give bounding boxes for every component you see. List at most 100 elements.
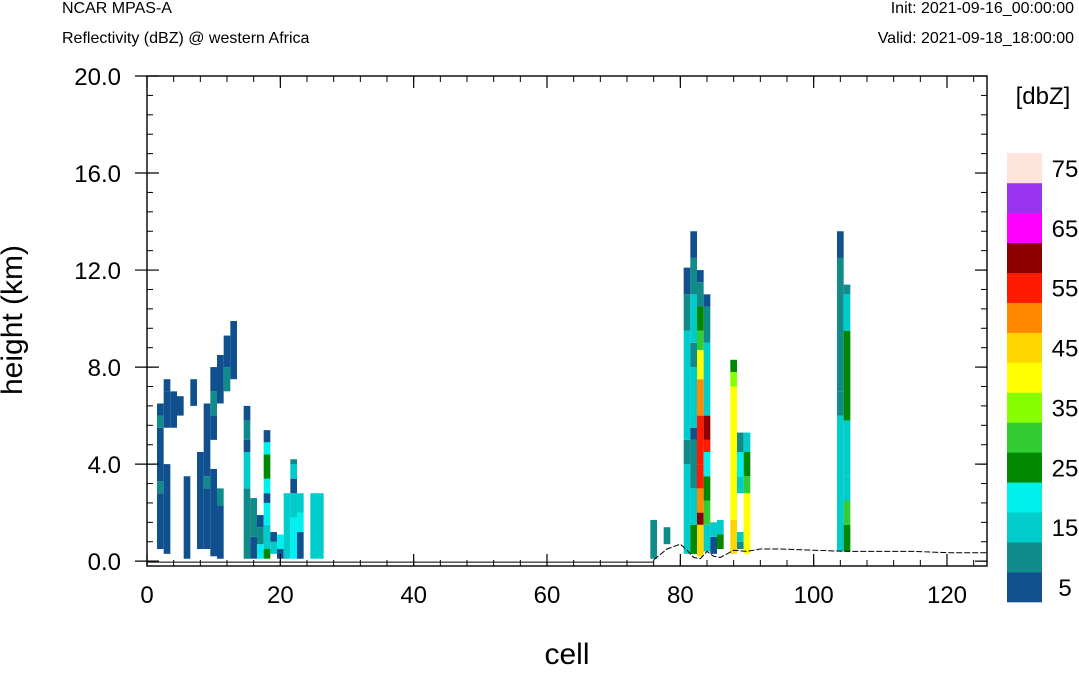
y-tick-label: 20.0 [74, 64, 121, 91]
reflectivity-cell [197, 451, 204, 550]
colorbar-box [1007, 242, 1042, 274]
colorbar-tick-label: 75 [1052, 156, 1079, 183]
reflectivity-cell [837, 391, 844, 416]
colorbar-tick-label: 35 [1052, 395, 1079, 422]
reflectivity-cell [690, 427, 697, 440]
reflectivity-cell [263, 524, 271, 550]
reflectivity-cell [190, 379, 197, 406]
reflectivity-cell [243, 488, 251, 559]
colorbar-box [1007, 542, 1042, 573]
reflectivity-cell [697, 415, 704, 465]
reflectivity-cell [163, 464, 171, 554]
reflectivity-cell [690, 488, 697, 525]
reflectivity-cell [690, 439, 697, 489]
colorbar-tick-label: 45 [1052, 336, 1079, 363]
reflectivity-cell [703, 500, 711, 525]
reflectivity-cell [697, 488, 704, 513]
reflectivity-cell [183, 476, 191, 559]
y-tick-label: 16.0 [74, 161, 121, 188]
reflectivity-cell [297, 493, 304, 513]
reflectivity-cell [277, 534, 284, 550]
colorbar-box [1007, 153, 1042, 184]
colorbar-tick-label: 25 [1052, 455, 1079, 482]
x-tick-label: 60 [534, 582, 561, 609]
reflectivity-cell [690, 231, 697, 258]
y-tick-label: 12.0 [74, 258, 121, 285]
reflectivity-cell [710, 536, 717, 554]
reflectivity-cell [157, 427, 164, 482]
x-tick-label: 0 [140, 582, 153, 609]
colorbar: [dbZ] 5 15 25 35 45 55 65 75 [1007, 83, 1079, 603]
reflectivity-cell [250, 498, 257, 537]
reflectivity-cells [157, 231, 851, 559]
reflectivity-cell [263, 430, 271, 443]
reflectivity-cell [683, 267, 691, 295]
reflectivity-cell [703, 476, 711, 501]
reflectivity-cell [663, 527, 671, 545]
reflectivity-cell [843, 524, 851, 552]
reflectivity-cell [697, 350, 704, 380]
reflectivity-cell [683, 294, 691, 331]
reflectivity-cell [837, 231, 844, 258]
reflectivity-cell [737, 532, 744, 542]
reflectivity-cell [157, 493, 164, 550]
y-axis: 0.0 4.0 8.0 12.0 16.0 20.0 [74, 64, 987, 576]
reflectivity-cell [737, 432, 744, 452]
reflectivity-cell [270, 541, 277, 554]
reflectivity-cell [263, 549, 271, 559]
reflectivity-cell [243, 420, 251, 440]
reflectivity-cell [843, 294, 851, 331]
reflectivity-cell [703, 342, 711, 416]
colorbar-box [1007, 212, 1042, 244]
x-axis-label: cell [544, 638, 589, 671]
reflectivity-cell [290, 517, 297, 559]
reflectivity-cell [243, 439, 251, 452]
x-tick-label: 80 [667, 582, 694, 609]
reflectivity-cell [157, 415, 164, 428]
model-title: NCAR MPAS-A [62, 0, 172, 17]
colorbar-box [1007, 362, 1042, 393]
init-time: Init: 2021-09-16_00:00:00 [890, 0, 1074, 17]
reflectivity-cell [297, 532, 304, 559]
reflectivity-cell [163, 391, 171, 428]
reflectivity-cell [243, 405, 251, 421]
x-tick-label: 100 [794, 582, 834, 609]
reflectivity-cell [697, 282, 704, 307]
reflectivity-cell [290, 493, 297, 518]
reflectivity-cell [737, 451, 744, 477]
reflectivity-cell [263, 478, 271, 494]
reflectivity-cell [843, 476, 851, 501]
reflectivity-cell [717, 519, 724, 535]
reflectivity-cell [297, 512, 304, 533]
colorbar-box [1007, 392, 1042, 423]
colorbar-box [1007, 512, 1042, 543]
reflectivity-cell [843, 284, 851, 295]
reflectivity-cell [737, 541, 744, 550]
reflectivity-cell [277, 549, 284, 559]
reflectivity-cell [270, 532, 277, 542]
reflectivity-cell [203, 488, 211, 550]
reflectivity-cell [837, 257, 844, 392]
reflectivity-cell [690, 257, 697, 295]
colorbar-unit-label: [dbZ] [1016, 83, 1071, 110]
colorbar-tick-label: 15 [1052, 515, 1079, 542]
x-tick-label: 20 [267, 582, 294, 609]
reflectivity-cell [703, 415, 711, 440]
reflectivity-cell [703, 439, 711, 452]
colorbar-box [1007, 182, 1042, 214]
reflectivity-cell [737, 476, 744, 494]
plot-frame [146, 75, 988, 567]
reflectivity-cell [697, 270, 704, 283]
x-axis: 0 20 40 60 80 100 120 [140, 76, 975, 609]
reflectivity-cell [843, 420, 851, 477]
reflectivity-cell [690, 367, 697, 428]
reflectivity-cell [263, 442, 271, 455]
y-tick-label: 4.0 [88, 452, 121, 479]
reflectivity-cell [730, 359, 737, 372]
reflectivity-cell [703, 294, 711, 307]
colorbar-tick-label: 5 [1058, 575, 1071, 602]
reflectivity-cell [283, 493, 291, 559]
reflectivity-cell [257, 544, 264, 559]
reflectivity-cell [730, 371, 737, 387]
